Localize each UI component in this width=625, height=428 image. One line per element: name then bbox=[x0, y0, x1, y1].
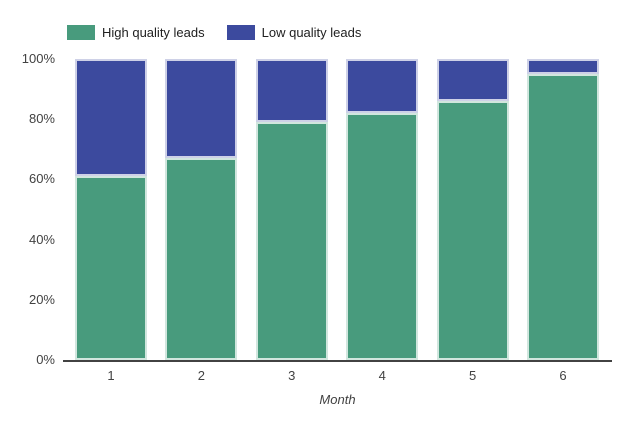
legend-item-low-quality: Low quality leads bbox=[226, 25, 362, 40]
x-tick-label-3: 3 bbox=[288, 368, 296, 383]
y-tick-label-0: 0% bbox=[36, 352, 55, 367]
x-tick-label-4: 4 bbox=[378, 368, 386, 383]
segment-high-quality-month-6[interactable] bbox=[526, 74, 599, 360]
x-tick-label-6: 6 bbox=[559, 368, 567, 383]
x-axis-title: Month bbox=[319, 392, 356, 407]
bar-month-6[interactable] bbox=[526, 59, 599, 360]
legend-label: High quality leads bbox=[102, 25, 205, 40]
x-axis-line bbox=[63, 360, 612, 362]
y-tick-label-80: 80% bbox=[28, 111, 55, 127]
plot-area bbox=[63, 59, 612, 362]
x-tick-label-2: 2 bbox=[197, 368, 205, 383]
segment-low-quality-month-6[interactable] bbox=[526, 59, 599, 75]
legend-item-high-quality: High quality leads bbox=[67, 25, 205, 40]
bar-month-3[interactable] bbox=[255, 59, 328, 360]
bar-month-5[interactable] bbox=[436, 59, 509, 360]
legend-label: Low quality leads bbox=[261, 25, 362, 40]
segment-low-quality-month-1[interactable] bbox=[75, 59, 147, 177]
bar-month-2[interactable] bbox=[165, 59, 238, 360]
segment-high-quality-month-1[interactable] bbox=[75, 176, 147, 360]
segment-high-quality-month-3[interactable] bbox=[255, 122, 328, 360]
segment-low-quality-month-4[interactable] bbox=[346, 59, 419, 114]
x-tick-label-1: 1 bbox=[107, 368, 115, 383]
x-tick-label-5: 5 bbox=[468, 368, 477, 383]
segment-high-quality-month-5[interactable] bbox=[436, 101, 509, 360]
y-tick-label-40: 40% bbox=[28, 231, 55, 247]
bar-month-4[interactable] bbox=[346, 59, 419, 360]
segment-low-quality-month-5[interactable] bbox=[436, 59, 509, 102]
legend: High quality leads Low quality leads bbox=[67, 25, 361, 40]
y-tick-label-60: 60% bbox=[28, 171, 55, 187]
segment-low-quality-month-2[interactable] bbox=[165, 59, 238, 159]
segment-low-quality-month-3[interactable] bbox=[255, 59, 328, 123]
legend-swatch-icon bbox=[226, 25, 255, 40]
segment-high-quality-month-2[interactable] bbox=[165, 158, 238, 360]
segment-high-quality-month-4[interactable] bbox=[346, 113, 419, 360]
bar-month-1[interactable] bbox=[75, 59, 147, 360]
y-tick-label-100: 100% bbox=[21, 51, 55, 66]
bars-strip bbox=[75, 59, 599, 360]
legend-swatch-icon bbox=[67, 25, 95, 40]
y-tick-label-20: 20% bbox=[28, 291, 55, 307]
